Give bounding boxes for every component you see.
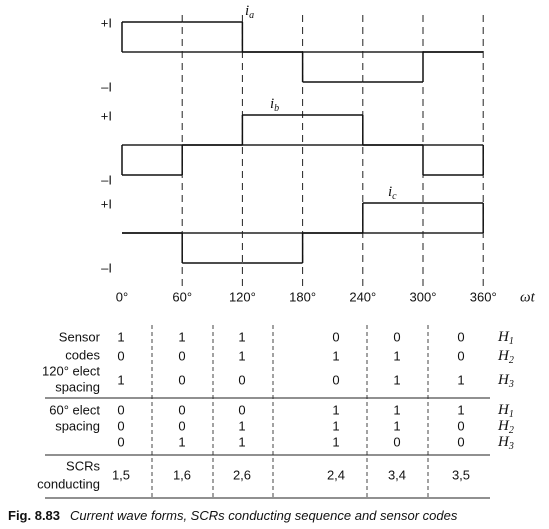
- caption-number: Fig. 8.83: [8, 508, 60, 523]
- cell: 1: [238, 329, 245, 344]
- cell: 1,5: [112, 467, 130, 482]
- row-label: Sensor: [59, 329, 101, 344]
- symbol-subscript: 2: [509, 355, 514, 366]
- cell: 1: [393, 418, 400, 433]
- cell: 0: [457, 348, 464, 363]
- cell: 1: [117, 372, 124, 387]
- caption: Fig. 8.83 Current wave forms, SCRs conduc…: [8, 508, 458, 523]
- cell: 0: [117, 402, 124, 417]
- plus-label: +I: [101, 108, 112, 123]
- symbol: H3: [497, 372, 514, 390]
- angle-label: 120°: [229, 289, 256, 304]
- axis-label: ωt: [520, 289, 536, 305]
- symbol-main: H: [497, 402, 510, 418]
- cell: 1: [238, 348, 245, 363]
- symbol-subscript: a: [249, 10, 254, 21]
- row-label: spacing: [55, 379, 100, 394]
- cell: 0: [238, 402, 245, 417]
- cell: 0: [178, 402, 185, 417]
- plus-label: +I: [101, 196, 112, 211]
- symbol-main: i: [245, 3, 249, 19]
- symbol: H1: [497, 402, 514, 420]
- symbol: ic: [388, 184, 397, 202]
- cell: 0: [457, 434, 464, 449]
- row-label: 60° elect: [49, 402, 100, 417]
- row-label: spacing: [55, 418, 100, 433]
- symbol-subscript: c: [392, 191, 397, 202]
- symbol-main: H: [497, 329, 510, 345]
- angle-label: 240°: [349, 289, 376, 304]
- cell: 1: [393, 372, 400, 387]
- cell: 1,6: [173, 467, 191, 482]
- symbol: H2: [497, 418, 514, 436]
- cell: 1: [332, 348, 339, 363]
- cell: 0: [178, 348, 185, 363]
- symbol-main: H: [497, 348, 510, 364]
- symbol-main: H: [497, 372, 510, 388]
- angle-label: 0°: [116, 289, 128, 304]
- minus-label: –I: [101, 260, 112, 275]
- minus-label: –I: [101, 79, 112, 94]
- cell: 1: [393, 348, 400, 363]
- symbol-subscript: 2: [509, 425, 514, 436]
- row-label: 120° elect: [42, 363, 100, 378]
- row-label: SCRs: [66, 458, 100, 473]
- cell: 0: [332, 329, 339, 344]
- cell: 1: [393, 402, 400, 417]
- angle-label: 60°: [172, 289, 192, 304]
- symbol-subscript: 1: [509, 409, 514, 420]
- cell: 0: [238, 372, 245, 387]
- cell: 1: [457, 402, 464, 417]
- symbol: H3: [497, 434, 514, 452]
- symbol-main: H: [497, 434, 510, 450]
- cell: 1: [238, 434, 245, 449]
- symbol: ib: [270, 96, 279, 114]
- angle-label: 360°: [470, 289, 497, 304]
- caption-text: Current wave forms, SCRs conducting sequ…: [70, 508, 458, 523]
- row-label: conducting: [37, 476, 100, 491]
- cell: 3,4: [388, 467, 406, 482]
- symbol-subscript: 3: [508, 379, 514, 390]
- cell: 2,4: [327, 467, 345, 482]
- plus-label: +I: [101, 15, 112, 30]
- cell: 1: [178, 434, 185, 449]
- symbol: H1: [497, 329, 514, 347]
- cell: 0: [332, 372, 339, 387]
- cell: 1: [117, 329, 124, 344]
- symbol: H2: [497, 348, 514, 366]
- cell: 0: [393, 434, 400, 449]
- symbol-subscript: 3: [508, 441, 514, 452]
- symbol: ia: [245, 3, 254, 21]
- cell: 0: [178, 418, 185, 433]
- cell: 1: [457, 372, 464, 387]
- symbol-main: i: [388, 184, 392, 200]
- symbol-main: H: [497, 418, 510, 434]
- cell: 1: [178, 329, 185, 344]
- angle-label: 300°: [410, 289, 437, 304]
- row-label: codes: [65, 347, 100, 362]
- minus-label: –I: [101, 172, 112, 187]
- angle-label: 180°: [289, 289, 316, 304]
- cell: 1: [238, 418, 245, 433]
- cell: 1: [332, 418, 339, 433]
- cell: 0: [178, 372, 185, 387]
- symbol-main: i: [270, 96, 274, 112]
- symbol-subscript: b: [274, 103, 279, 114]
- cell: 1: [332, 434, 339, 449]
- cell: 0: [457, 329, 464, 344]
- cell: 0: [117, 418, 124, 433]
- cell: 2,6: [233, 467, 251, 482]
- cell: 0: [117, 434, 124, 449]
- cell: 0: [393, 329, 400, 344]
- cell: 3,5: [452, 467, 470, 482]
- symbol-subscript: 1: [509, 336, 514, 347]
- cell: 0: [117, 348, 124, 363]
- cell: 1: [332, 402, 339, 417]
- cell: 0: [457, 418, 464, 433]
